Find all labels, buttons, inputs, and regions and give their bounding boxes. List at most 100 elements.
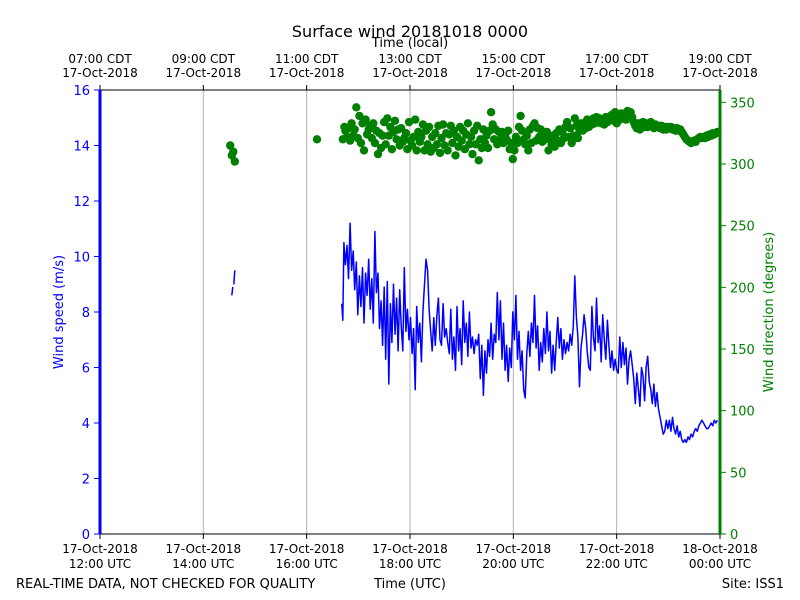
left-tick-label: 2 — [82, 473, 90, 488]
quality-disclaimer: REAL-TIME DATA, NOT CHECKED FOR QUALITY — [16, 577, 315, 592]
direction-point — [350, 125, 359, 134]
right-tick-label: 200 — [730, 281, 755, 296]
speed-series — [231, 222, 719, 444]
bottom-tick-date: 17-Oct-2018 — [372, 542, 448, 556]
direction-point — [507, 138, 516, 148]
top-tick-date: 17-Oct-2018 — [269, 66, 345, 80]
direction-point — [451, 151, 460, 160]
chart-title: Surface wind 20181018 0000 — [292, 22, 528, 41]
direction-point — [510, 146, 519, 155]
top-tick-time: 17:00 CDT — [585, 52, 649, 66]
top-tick-date: 17-Oct-2018 — [372, 66, 448, 80]
direction-point — [359, 146, 369, 155]
top-tick-date: 17-Oct-2018 — [476, 66, 552, 80]
direction-point — [356, 138, 366, 148]
right-tick-label: 250 — [730, 220, 755, 235]
direction-point — [465, 140, 474, 149]
right-tick-label: 100 — [730, 405, 755, 420]
top-tick-time: 07:00 CDT — [68, 52, 132, 66]
direction-point — [312, 135, 322, 144]
left-tick-label: 4 — [82, 417, 90, 432]
direction-point — [463, 119, 473, 128]
top-tick-time: 15:00 CDT — [482, 52, 546, 66]
top-tick-time: 19:00 CDT — [688, 52, 752, 66]
direction-point — [378, 131, 387, 140]
direction-point — [369, 119, 378, 128]
direction-point — [542, 127, 552, 137]
left-tick-label: 6 — [82, 362, 90, 377]
bottom-tick-time: 20:00 UTC — [482, 557, 544, 571]
direction-point — [486, 108, 496, 117]
top-tick-date: 17-Oct-2018 — [62, 66, 138, 80]
direction-point — [230, 157, 239, 166]
direction-point — [443, 146, 452, 155]
direction-point — [401, 129, 411, 138]
top-tick-time: 09:00 CDT — [172, 52, 236, 66]
direction-point — [457, 136, 466, 145]
bottom-tick-time: 12:00 UTC — [69, 557, 131, 571]
direction-point — [352, 103, 361, 112]
direction-point — [524, 146, 533, 155]
direction-point — [383, 114, 392, 123]
direction-point — [474, 156, 483, 165]
direction-point — [381, 140, 390, 149]
right-axis-ticks: 0 50 100 150 200 250 300 350 — [720, 96, 755, 543]
left-tick-label: 14 — [73, 140, 90, 155]
top-tick-date: 17-Oct-2018 — [166, 66, 242, 80]
direction-point — [504, 126, 513, 135]
direction-point — [573, 133, 583, 143]
bottom-tick-date: 17-Oct-2018 — [269, 542, 345, 556]
direction-point — [412, 146, 421, 155]
bottom-tick-date: 18-Oct-2018 — [682, 542, 758, 556]
direction-point — [411, 115, 420, 124]
left-tick-label: 10 — [73, 251, 90, 266]
direction-point — [567, 138, 576, 148]
direction-point — [473, 121, 482, 130]
speed-line-segment — [231, 286, 234, 296]
right-tick-label: 50 — [730, 466, 747, 481]
x-axis-label: Time (UTC) — [373, 577, 446, 592]
speed-line-segment — [341, 222, 719, 444]
left-axis-label: Wind speed (m/s) — [52, 255, 67, 369]
direction-point — [435, 148, 445, 158]
direction-point — [387, 145, 397, 154]
direction-point — [424, 122, 434, 132]
site-label: Site: ISS1 — [722, 577, 784, 592]
direction-point — [432, 140, 442, 149]
direction-point — [468, 149, 477, 159]
direction-point — [513, 138, 522, 148]
direction-point — [438, 120, 448, 129]
direction-point — [347, 119, 356, 128]
right-tick-label: 150 — [730, 343, 755, 358]
direction-point — [390, 116, 400, 126]
direction-series — [226, 103, 722, 166]
right-tick-label: 0 — [730, 528, 738, 543]
direction-point — [361, 115, 370, 124]
direction-point — [570, 114, 579, 123]
bottom-tick-date: 17-Oct-2018 — [579, 542, 655, 556]
top-tick-time: 13:00 CDT — [378, 52, 442, 66]
top-axis-label: Time (local) — [371, 36, 448, 51]
bottom-tick-date: 17-Oct-2018 — [166, 542, 242, 556]
speed-line-segment — [233, 270, 236, 285]
direction-point — [229, 147, 238, 156]
bottom-tick-time: 16:00 UTC — [276, 557, 338, 571]
direction-point — [355, 111, 364, 121]
right-tick-label: 350 — [730, 96, 755, 111]
left-tick-label: 16 — [73, 84, 90, 99]
left-tick-label: 0 — [82, 528, 90, 543]
direction-point — [226, 141, 235, 150]
bottom-tick-time: 22:00 UTC — [586, 557, 648, 571]
direction-point — [431, 129, 440, 138]
bottom-tick-time: 00:00 UTC — [689, 557, 751, 571]
direction-point — [448, 138, 457, 148]
direction-point — [466, 132, 476, 142]
left-tick-label: 12 — [73, 195, 90, 210]
bottom-tick-date: 17-Oct-2018 — [476, 542, 552, 556]
left-tick-label: 8 — [82, 306, 90, 321]
left-axis-ticks: 0 2 4 6 8 10 12 14 16 — [73, 84, 100, 543]
direction-point — [423, 140, 432, 149]
